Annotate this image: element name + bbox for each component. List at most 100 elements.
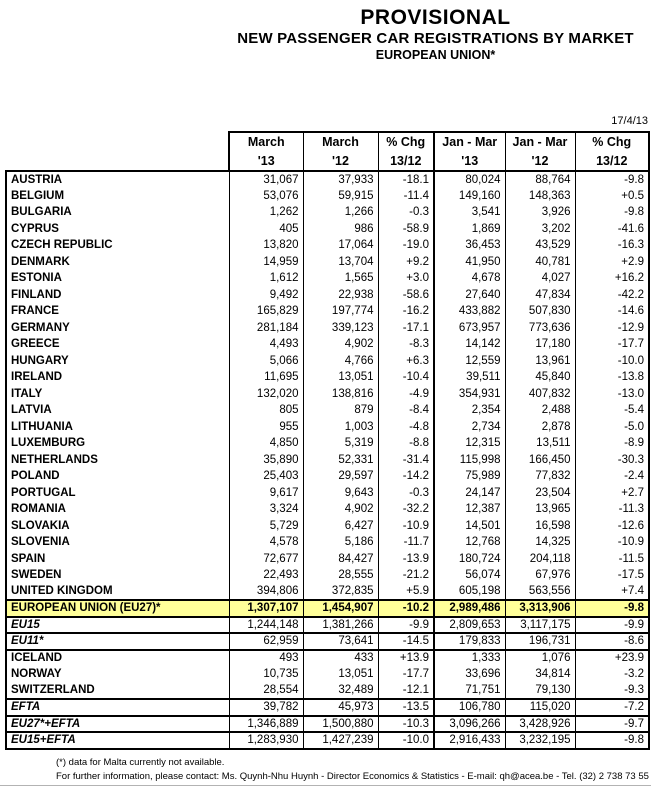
value-cell: -14.5 [377,633,435,651]
value-cell: 955 [228,418,304,435]
value-cell: 14,501 [433,517,506,534]
column-header-march-13: March '13 [228,131,304,172]
table-row: PORTUGAL 9,617 9,643 -0.3 24,147 23,504 +2.7 [5,484,650,501]
row-label: FRANCE [5,303,230,320]
row-label: CZECH REPUBLIC [5,237,230,254]
value-cell: 339,123 [302,319,379,336]
value-cell: 62,959 [228,633,304,651]
table-header-row: March '13 March '12 % Chg 13/12 Jan - Mar '1… [6,131,650,172]
value-cell: 149,160 [433,187,506,204]
table-row: LUXEMBURG 4,850 5,319 -8.8 12,315 13,511 -8.9 [5,435,650,452]
row-label: GREECE [5,336,230,353]
table-row: NETHERLANDS 35,890 52,331 -31.4 115,998 166,4… [5,451,650,468]
value-cell: 4,578 [228,534,304,551]
value-cell: +3.0 [377,270,435,287]
value-cell: 148,363 [504,187,576,204]
table-row: BULGARIA 1,262 1,266 -0.3 3,541 3,926 -9.8 [5,204,650,221]
value-cell: -14.2 [377,468,435,485]
value-cell: 4,850 [228,435,304,452]
value-cell: 39,782 [228,699,304,717]
value-cell: 9,643 [302,484,379,501]
value-cell: 1,565 [302,270,379,287]
value-cell: 79,130 [504,682,576,700]
table-corner-cell [6,132,229,171]
value-cell: -9.8 [574,204,650,221]
value-cell: 3,117,175 [504,616,576,634]
value-cell: 4,027 [504,270,576,287]
value-cell: 34,814 [504,666,576,683]
table-row: ITALY 132,020 138,816 -4.9 354,931 407,832 -13… [5,385,650,402]
table-body: AUSTRIA 31,067 37,933 -18.1 80,024 88,764 -9.8… [5,170,650,750]
value-cell: 433,882 [433,303,506,320]
row-label: CYPRUS [5,220,230,237]
row-label: ITALY [5,385,230,402]
value-cell: 106,780 [433,699,506,717]
value-cell: -5.0 [574,418,650,435]
value-cell: -9.3 [574,682,650,700]
value-cell: 405 [228,220,304,237]
value-cell: -0.3 [377,484,435,501]
value-cell: -31.4 [377,451,435,468]
value-cell: 14,325 [504,534,576,551]
value-cell: 17,064 [302,237,379,254]
table-row: NORWAY 10,735 13,051 -17.7 33,696 34,814 -3.2 [5,666,650,683]
value-cell: 3,232,195 [504,732,576,750]
value-cell: 2,809,653 [433,616,506,634]
row-label: ESTONIA [5,270,230,287]
value-cell: 1,266 [302,204,379,221]
value-cell: 80,024 [433,170,506,188]
value-cell: 5,319 [302,435,379,452]
value-cell: +13.9 [377,649,435,666]
column-header-pct-chg-ytd: % Chg 13/12 [574,131,650,172]
table-row: FRANCE 165,829 197,774 -16.2 433,882 507,830-… [5,303,650,320]
value-cell: 605,198 [433,583,506,600]
value-cell: 2,488 [504,402,576,419]
value-cell: -12.9 [574,319,650,336]
value-cell: 6,427 [302,517,379,534]
table-row: EU27*+EFTA 1,346,889 1,500,880 -10.3 3,096,2… [5,715,650,733]
footer-rule [0,785,651,786]
value-cell: 115,020 [504,699,576,717]
row-label: IRELAND [5,369,230,386]
value-cell: 13,961 [504,352,576,369]
value-cell: -11.7 [377,534,435,551]
value-cell: 24,147 [433,484,506,501]
value-cell: 1,003 [302,418,379,435]
value-cell: -3.2 [574,666,650,683]
value-cell: -2.4 [574,468,650,485]
value-cell: -9.8 [574,170,650,188]
value-cell: 27,640 [433,286,506,303]
value-cell: 166,450 [504,451,576,468]
row-label: BULGARIA [5,204,230,221]
value-cell: 52,331 [302,451,379,468]
value-cell: 45,973 [302,699,379,717]
value-cell: -17.7 [574,336,650,353]
value-cell: 4,493 [228,336,304,353]
value-cell: -21.2 [377,567,435,584]
value-cell: +16.2 [574,270,650,287]
value-cell: +2.7 [574,484,650,501]
value-cell: -9.9 [377,616,435,634]
table-row: FINLAND 9,492 22,938 -58.6 27,640 47,834 -42.2 [5,286,650,303]
value-cell: 88,764 [504,170,576,188]
value-cell: 986 [302,220,379,237]
value-cell: 196,731 [504,633,576,651]
value-cell: 56,074 [433,567,506,584]
value-cell: 3,202 [504,220,576,237]
table-row: UNITED KINGDOM 394,806 372,835 +5.9 605,198 5… [5,583,650,600]
value-cell: 72,677 [228,550,304,567]
value-cell: 5,729 [228,517,304,534]
row-label: NETHERLANDS [5,451,230,468]
value-cell: 10,735 [228,666,304,683]
value-cell: 13,051 [302,666,379,683]
row-label: BELGIUM [5,187,230,204]
table-row: IRELAND 11,695 13,051 -10.4 39,511 45,840 -13.… [5,369,650,386]
row-label: EU11* [5,633,230,651]
value-cell: 673,957 [433,319,506,336]
value-cell: 2,989,486 [433,599,506,618]
value-cell: -32.2 [377,501,435,518]
value-cell: 3,541 [433,204,506,221]
table-row: LATVIA 805 879 -8.4 2,354 2,488 -5.4 [5,402,650,419]
value-cell: +9.2 [377,253,435,270]
value-cell: 115,998 [433,451,506,468]
